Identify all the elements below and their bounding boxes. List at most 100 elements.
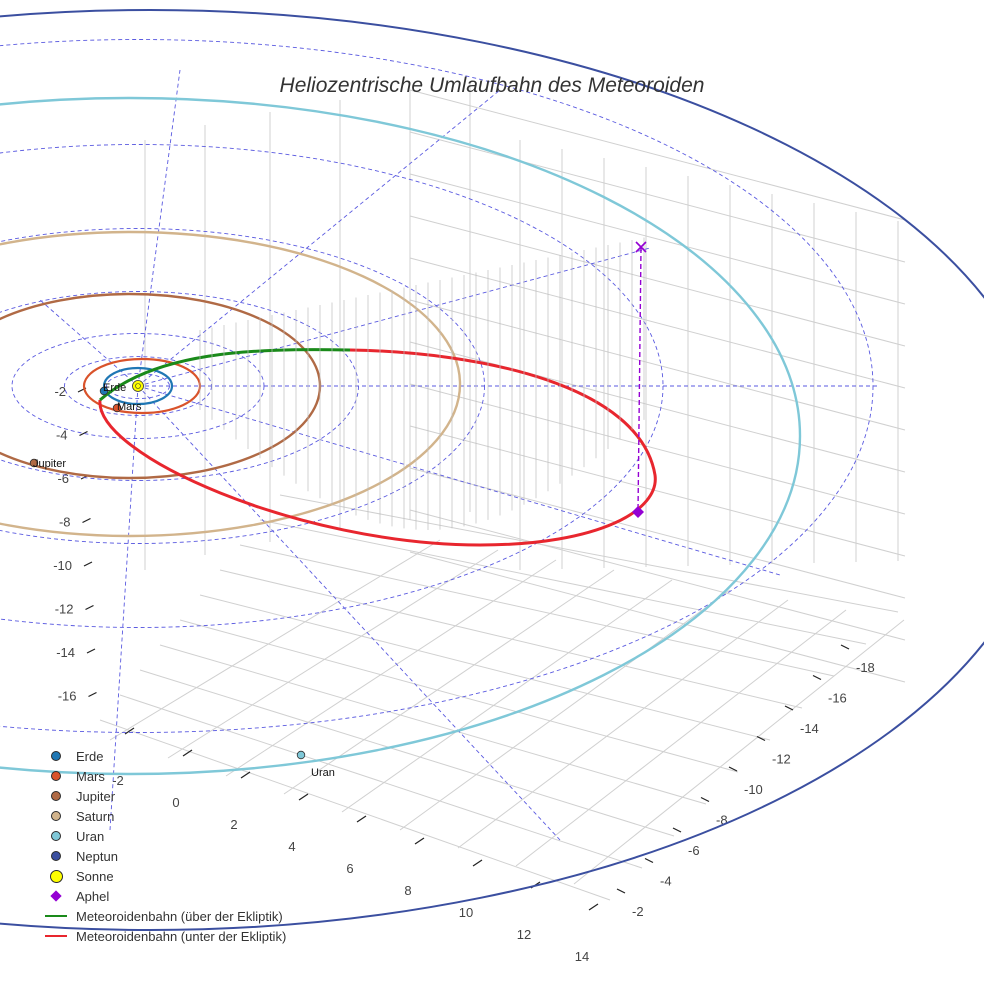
erde-marker (99, 386, 109, 396)
legend-swatch (36, 766, 76, 786)
axis-tick-label: -10 (744, 782, 763, 797)
axis-tick (88, 691, 97, 698)
legend-label: Uran (76, 828, 105, 844)
aphel-drop-line (637, 247, 642, 513)
legend-label: Erde (76, 748, 104, 764)
legend-swatch (36, 786, 76, 806)
legend-label: Mars (76, 768, 105, 784)
grid-line (199, 594, 771, 741)
grid-line (409, 89, 906, 221)
legend-swatch (36, 846, 76, 866)
axis-tick-label: 10 (459, 905, 473, 920)
meteoroid-orbit-above (99, 348, 351, 402)
grid-line (399, 589, 731, 831)
legend-label: Meteoroidenbahn (über der Ekliptik) (76, 908, 283, 924)
legend-label: Saturn (76, 808, 115, 824)
axis-tick (414, 837, 425, 845)
legend-marker (50, 890, 62, 902)
axis-tick (728, 766, 738, 772)
axis-tick-label: -16 (828, 691, 847, 706)
axis-tick-label: -4 (660, 874, 672, 889)
legend-item: Aphel (36, 886, 286, 906)
axis-tick-label: -18 (856, 660, 875, 675)
axis-tick (85, 604, 94, 611)
grid-line (119, 694, 643, 869)
jupiter-marker (29, 458, 39, 468)
axis-tick-label: 14 (575, 949, 589, 964)
legend-marker (51, 811, 61, 821)
legend-item: Jupiter (36, 786, 286, 806)
grid-line (159, 644, 707, 805)
grid-line (409, 509, 906, 641)
legend-marker (51, 751, 61, 761)
grid-line (409, 341, 906, 473)
grid-line (409, 131, 906, 263)
axis-tick-label: 8 (404, 883, 411, 898)
axis-tick (644, 857, 654, 864)
legend-swatch (36, 806, 76, 826)
uran-marker (296, 750, 306, 760)
legend-marker (45, 935, 67, 937)
grid-line (259, 519, 867, 645)
axis-tick (756, 735, 766, 742)
axis-tick-label: -6 (57, 471, 69, 486)
axis-tick (840, 644, 850, 650)
grid-line (409, 383, 906, 515)
grid-line (409, 173, 906, 305)
grid-line (409, 551, 906, 683)
legend-marker (51, 791, 61, 801)
axis-tick (616, 888, 626, 894)
grid-line (341, 579, 673, 813)
grid-line (279, 494, 899, 613)
axis-tick-label: 0 (172, 795, 179, 810)
grid-line (409, 299, 906, 431)
legend-swatch (36, 886, 76, 906)
legend-item: Sonne (36, 866, 286, 886)
legend-swatch (36, 826, 76, 846)
grid-line (139, 669, 675, 837)
axis-tick-label: 2 (230, 817, 237, 832)
legend-swatch (36, 906, 76, 926)
axis-tick (472, 859, 483, 867)
grid-line (409, 257, 906, 389)
legend-label: Jupiter (76, 788, 116, 804)
axis-tick (812, 674, 822, 681)
grid-line (99, 719, 611, 901)
legend-swatch (36, 746, 76, 766)
grid-line (239, 544, 835, 677)
legend-swatch (36, 866, 76, 886)
saturn-orbit (0, 230, 462, 538)
axis-tick (588, 903, 599, 911)
grid-line (409, 425, 906, 557)
grid-line (283, 569, 615, 795)
ecliptic-spoke (137, 69, 181, 387)
planet-label: Erde (103, 382, 126, 394)
grid-line (515, 609, 847, 867)
axis-tick (784, 705, 794, 711)
grid-line (109, 539, 441, 741)
uran-orbit (0, 96, 801, 776)
axis-tick-label: -12 (55, 602, 74, 617)
aphel-marker (632, 506, 644, 518)
axis-tick-label: -8 (59, 515, 71, 530)
grid-line (225, 559, 557, 777)
axis-tick (83, 561, 93, 567)
legend-item: Erde (36, 746, 286, 766)
planet-label: Jupiter (33, 458, 66, 470)
grid-line (219, 569, 803, 709)
legend-item: Mars (36, 766, 286, 786)
axis-tick-label: -4 (56, 428, 68, 443)
grid-line (409, 467, 906, 599)
legend-item: Meteoroidenbahn (unter der Ekliptik) (36, 926, 286, 946)
axis-tick-label: -8 (716, 813, 728, 828)
legend: Erde Mars Jupiter Saturn Uran Neptun Sonne Aphe… (36, 746, 286, 946)
grid-line (457, 599, 789, 849)
sun-core (135, 383, 141, 389)
legend-item: Saturn (36, 806, 286, 826)
axis-tick (124, 727, 135, 735)
erde-orbit (102, 366, 174, 406)
axis-tick-label: -6 (688, 843, 700, 858)
axis-tick-label: -14 (56, 645, 75, 660)
